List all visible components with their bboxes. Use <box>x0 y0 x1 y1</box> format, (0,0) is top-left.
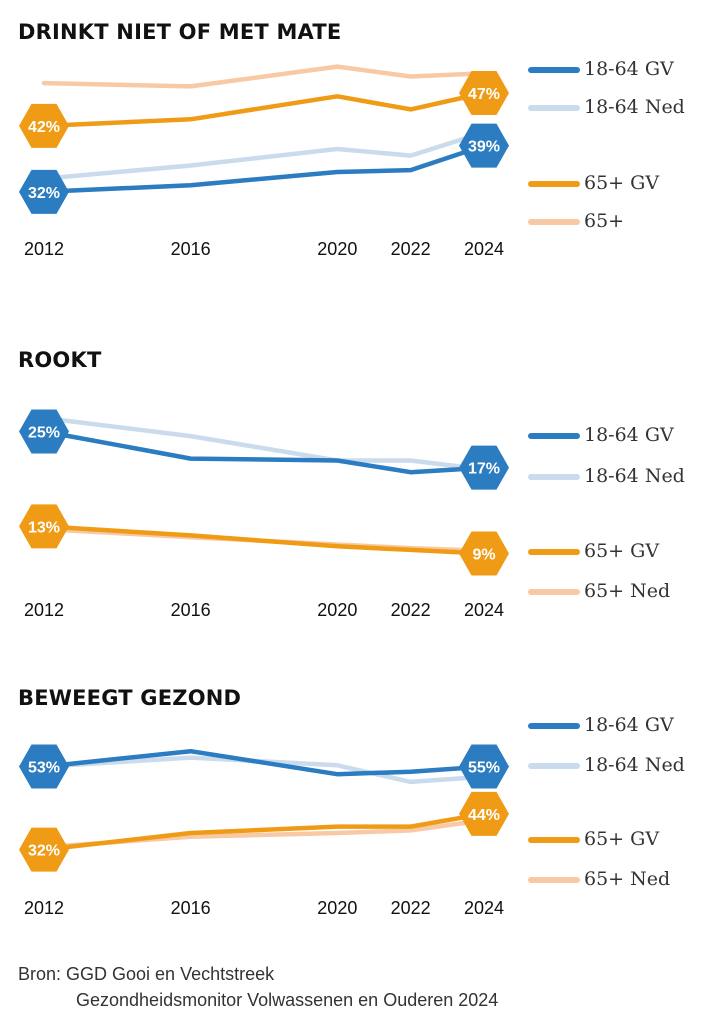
legend-swatch <box>528 181 580 187</box>
legend-swatch <box>528 105 580 111</box>
highlight-label: 42% <box>28 119 60 136</box>
series-line <box>41 748 487 777</box>
highlight-hexagon <box>459 791 509 836</box>
legend-label: 18-64 Ned <box>584 96 685 118</box>
legend-label: 65+ <box>584 210 625 232</box>
highlight-label: 32% <box>28 843 60 860</box>
legend-swatch <box>528 433 580 439</box>
legend-swatch <box>528 219 580 225</box>
chart-title: DRINKT NIET OF MET MATE <box>18 20 342 44</box>
highlight-label: 39% <box>468 139 500 156</box>
x-tick-label: 2024 <box>464 898 504 918</box>
source-line-2: Gezondheidsmonitor Volwassenen en Oudere… <box>76 990 499 1010</box>
series-line <box>41 143 487 195</box>
line-plot: 32% 39% 42% 47% 2012 2016 2020 2022 2024 <box>19 64 509 259</box>
highlight-hexagon <box>19 103 69 148</box>
x-tick-label: 2012 <box>24 239 64 259</box>
chart-smoking: ROOKT 25% 17% 13% 9% 2012 2016 2020 2022 2024 18… <box>0 348 722 628</box>
series-line <box>41 755 487 785</box>
legend-label: 65+ GV <box>584 540 660 562</box>
legend-swatch <box>528 877 580 883</box>
x-tick-label: 2016 <box>171 600 211 620</box>
legend-swatch <box>528 67 580 73</box>
source-note: Bron: GGD Gooi en Vechtstreek Gezondheid… <box>18 961 498 1013</box>
legend-label: 65+ Ned <box>584 580 671 602</box>
legend-label: 18-64 GV <box>584 58 674 80</box>
legend-swatch <box>528 837 580 843</box>
series-line <box>41 429 487 475</box>
x-tick-label: 2016 <box>171 239 211 259</box>
highlight-label: 25% <box>28 425 60 442</box>
x-tick-label: 2016 <box>171 898 211 918</box>
highlight-hexagon <box>19 827 69 872</box>
series-line <box>41 64 487 89</box>
chart-exercise: BEWEEGT GEZOND 53% 55% 32% 44% 2012 2016 2020 2… <box>0 686 722 926</box>
line-plot: 53% 55% 32% 44% 2012 2016 2020 2022 2024 <box>19 744 509 918</box>
legend-swatch <box>528 763 580 769</box>
highlight-label: 13% <box>28 519 60 536</box>
legend-swatch <box>528 589 580 595</box>
highlight-label: 32% <box>28 185 60 202</box>
legend-swatch <box>528 549 580 555</box>
series-line <box>41 130 487 181</box>
legend-swatch <box>528 723 580 729</box>
highlight-hexagon <box>19 504 69 549</box>
highlight-label: 53% <box>28 760 60 777</box>
legend-label: 18-64 Ned <box>584 465 685 487</box>
highlight-hexagon <box>19 409 69 454</box>
x-tick-label: 2020 <box>317 600 357 620</box>
legend-label: 18-64 GV <box>584 714 674 736</box>
legend-label: 65+ GV <box>584 828 660 850</box>
highlight-hexagon <box>459 744 509 789</box>
chart-drinking: DRINKT NIET OF MET MATE 32% 39% 42% 47% 2012… <box>0 20 722 270</box>
x-tick-label: 2022 <box>391 239 431 259</box>
legend-label: 65+ Ned <box>584 868 671 890</box>
legend-label: 18-64 Ned <box>584 754 685 776</box>
legend-label: 18-64 GV <box>584 424 674 446</box>
x-tick-label: 2024 <box>464 239 504 259</box>
x-tick-label: 2022 <box>391 898 431 918</box>
highlight-label: 55% <box>468 760 500 777</box>
line-plot: 25% 17% 13% 9% 2012 2016 2020 2022 2024 <box>19 409 509 620</box>
chart-title: ROOKT <box>18 348 102 372</box>
x-tick-label: 2020 <box>317 239 357 259</box>
x-tick-label: 2012 <box>24 898 64 918</box>
legend-swatch <box>528 474 580 480</box>
series-line <box>41 524 487 556</box>
highlight-label: 17% <box>468 461 500 478</box>
highlight-hexagon <box>459 123 509 168</box>
highlight-hexagon <box>459 70 509 115</box>
x-tick-label: 2024 <box>464 600 504 620</box>
series-line <box>41 90 487 129</box>
x-tick-label: 2022 <box>391 600 431 620</box>
highlight-hexagon <box>459 445 509 490</box>
source-line-1: Bron: GGD Gooi en Vechtstreek <box>18 964 275 984</box>
series-line <box>41 811 487 852</box>
highlight-hexagon <box>19 169 69 214</box>
highlight-hexagon <box>459 531 509 576</box>
x-tick-label: 2020 <box>317 898 357 918</box>
highlight-label: 9% <box>472 546 495 563</box>
legend-label: 65+ GV <box>584 172 660 194</box>
highlight-hexagon <box>19 744 69 789</box>
highlight-label: 47% <box>468 86 500 103</box>
x-tick-label: 2012 <box>24 600 64 620</box>
chart-title: BEWEEGT GEZOND <box>18 686 242 710</box>
highlight-label: 44% <box>468 807 500 824</box>
